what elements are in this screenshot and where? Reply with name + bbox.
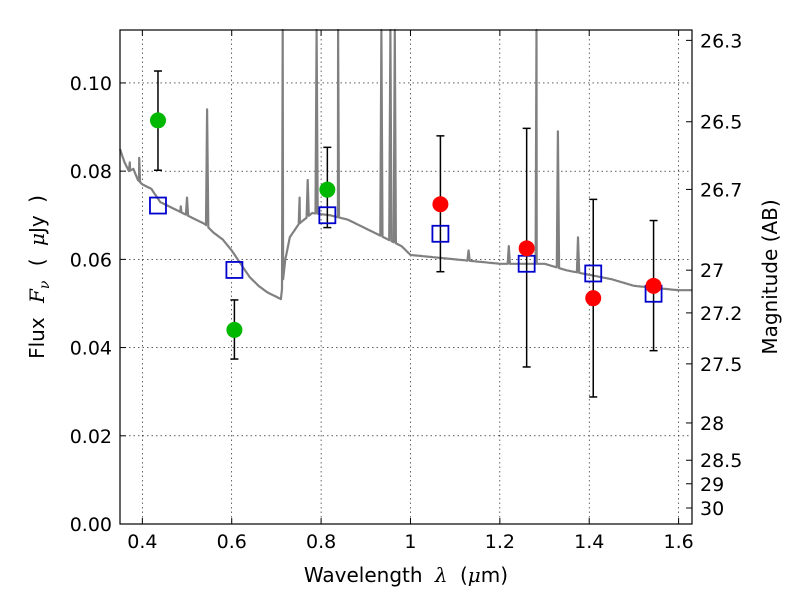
observed-red-point bbox=[518, 240, 535, 257]
x-axis-label: Wavelength λ (μm) bbox=[304, 563, 508, 587]
mag-tick-label: 26.7 bbox=[700, 179, 742, 201]
x-tick-label: 0.4 bbox=[127, 531, 157, 553]
mag-tick-label: 26.5 bbox=[700, 112, 742, 134]
y-tick-label: 0.08 bbox=[70, 161, 112, 183]
y-tick-label: 0.06 bbox=[70, 249, 112, 271]
model-square-marker bbox=[584, 264, 603, 283]
ticks: 0.4 0.6 0.8 1 1.2 1.4 1.6 0.00 0.02 0.04 0.06 0.08 0… bbox=[70, 30, 742, 553]
mag-tick-label: 27.5 bbox=[700, 354, 742, 376]
observed-green-point bbox=[226, 321, 243, 338]
model-square-marker bbox=[431, 224, 450, 243]
model-square-marker bbox=[149, 196, 167, 215]
x-tick-label: 1.6 bbox=[663, 531, 693, 553]
x-tick-label: 0.8 bbox=[306, 531, 336, 553]
model-spectrum bbox=[118, 28, 692, 301]
observed-red-point bbox=[432, 196, 449, 213]
mag-tick-label: 27.2 bbox=[700, 303, 742, 325]
magnitude-axis-label: Magnitude (AB) bbox=[758, 199, 782, 354]
data-points bbox=[149, 70, 663, 398]
y-tick-label: 0.02 bbox=[70, 426, 112, 448]
x-tick-label: 1.2 bbox=[485, 531, 515, 553]
plot-frame bbox=[119, 29, 693, 525]
model-square-marker bbox=[318, 206, 337, 225]
mag-tick-label: 27 bbox=[700, 260, 724, 282]
x-tick-label: 1 bbox=[404, 531, 416, 553]
observed-green-point bbox=[149, 112, 166, 129]
mag-tick-label: 28.5 bbox=[700, 450, 742, 472]
model-square-marker bbox=[225, 261, 244, 279]
mag-tick-label: 26.3 bbox=[700, 30, 742, 52]
x-tick-label: 1.4 bbox=[574, 531, 604, 553]
mag-tick-label: 29 bbox=[700, 474, 724, 496]
observed-red-point bbox=[645, 277, 662, 294]
y-tick-label: 0.00 bbox=[70, 514, 112, 536]
mag-tick-label: 28 bbox=[700, 413, 724, 435]
y-axis-label: Flux Fν ( μJy ) bbox=[25, 195, 54, 359]
mag-tick-label: 30 bbox=[700, 498, 724, 520]
grid bbox=[120, 30, 692, 525]
y-tick-label: 0.04 bbox=[70, 338, 112, 360]
observed-green-point bbox=[319, 181, 336, 198]
y-tick-label: 0.10 bbox=[70, 73, 112, 95]
spectrum-line bbox=[118, 28, 692, 301]
x-tick-label: 0.6 bbox=[217, 531, 247, 553]
observed-red-point bbox=[585, 290, 602, 307]
